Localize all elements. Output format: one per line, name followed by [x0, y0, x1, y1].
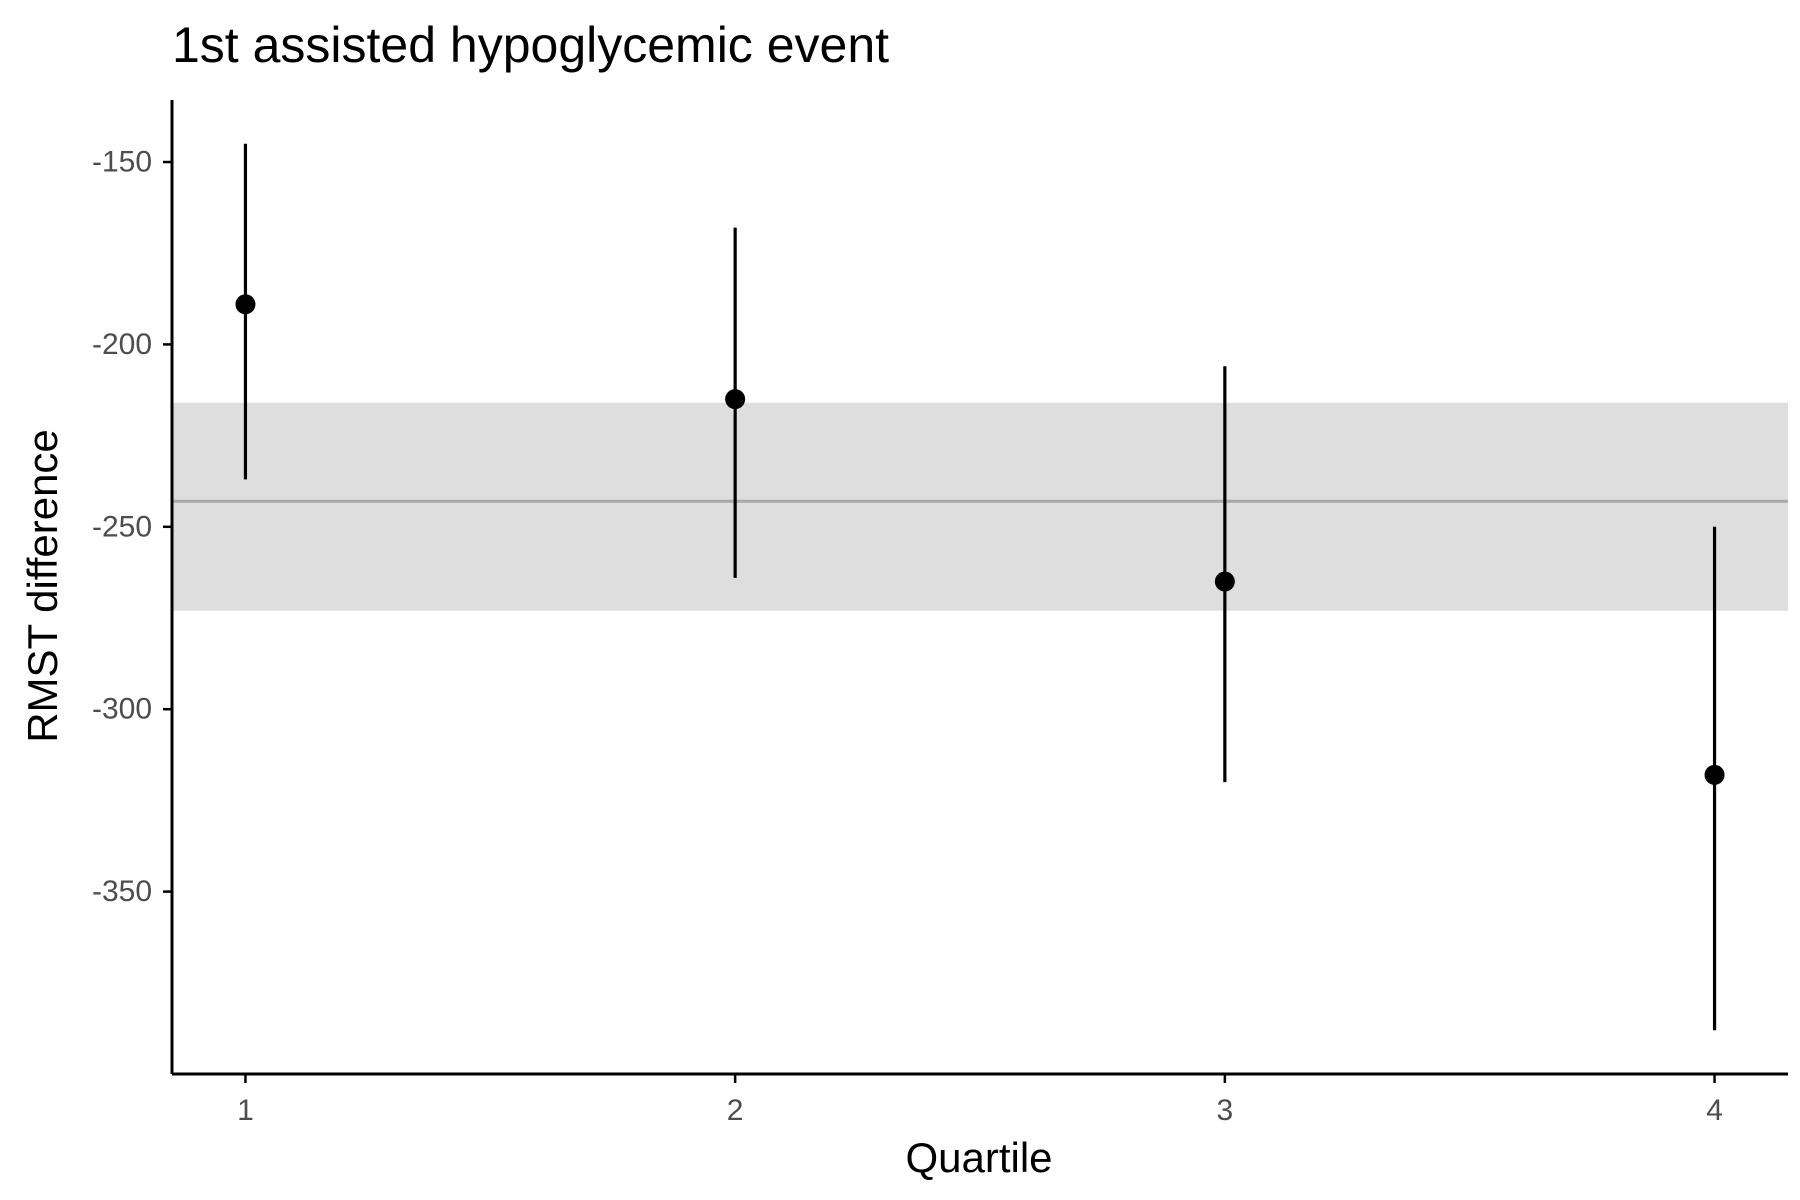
x-tick-label: 3 [1217, 1094, 1234, 1127]
point-4 [1704, 764, 1725, 785]
x-axis-title: Quartile [905, 1134, 1052, 1181]
y-tick-label: -150 [92, 146, 152, 179]
point-layer [235, 294, 1725, 785]
y-axis-title: RMST difference [19, 429, 66, 743]
y-tick-label: -250 [92, 510, 152, 543]
x-tick-label: 4 [1706, 1094, 1723, 1127]
point-3 [1214, 571, 1235, 592]
x-tick-label: 1 [237, 1094, 254, 1127]
y-tick-label: -200 [92, 328, 152, 361]
point-2 [725, 389, 746, 410]
y-tick-label: -300 [92, 693, 152, 726]
tick-layer: -150 -200 -250 -300 -350 1 2 3 4 [92, 146, 1723, 1127]
point-1 [235, 294, 256, 315]
y-tick-label: -350 [92, 875, 152, 908]
axis-layer [170, 100, 1788, 1076]
x-tick-label: 2 [727, 1094, 744, 1127]
reference-interval-band [172, 402, 1788, 611]
chart-title: 1st assisted hypoglycemic event [172, 17, 889, 73]
reference-band-layer [172, 402, 1788, 611]
